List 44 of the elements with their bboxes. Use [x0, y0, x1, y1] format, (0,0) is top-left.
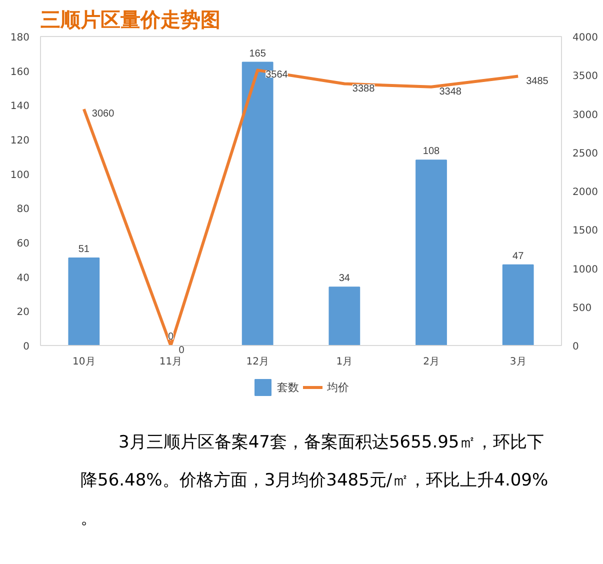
data-label: 3348 [439, 86, 462, 98]
y-tick-label: 120 [10, 136, 30, 146]
y2-tick-label: 2500 [572, 148, 598, 160]
y-tick-label: 80 [16, 204, 30, 216]
x-tick-label: 1月 [336, 356, 353, 368]
bar [502, 264, 534, 346]
y-tick-label: 100 [10, 170, 30, 181]
y-tick-label: 180 [10, 32, 30, 44]
data-label: 34 [338, 273, 350, 284]
data-label: 108 [422, 146, 440, 158]
y2-tick-label: 1500 [572, 226, 598, 237]
y-tick-label: 140 [10, 101, 30, 112]
data-label: 3485 [526, 76, 549, 87]
y-tick-label: 60 [16, 238, 30, 250]
data-label: 47 [512, 250, 524, 262]
y2-tick-label: 4000 [572, 32, 598, 44]
x-tick-label: 10月 [72, 356, 96, 368]
y2-tick-label: 2000 [572, 187, 598, 198]
data-label: 3388 [352, 83, 376, 94]
x-tick-label: 12月 [246, 356, 269, 368]
x-tick-label: 2月 [423, 356, 440, 368]
legend-label: 套数 [277, 380, 299, 394]
y-tick-label: 160 [10, 66, 30, 78]
x-tick-label: 11月 [159, 356, 182, 368]
y2-tick-label: 0 [572, 342, 579, 352]
data-label: 3060 [92, 108, 115, 120]
y2-tick-label: 500 [572, 302, 592, 314]
data-label: 3564 [266, 70, 288, 81]
y-tick-label: 0 [23, 342, 30, 352]
y2-tick-label: 3000 [572, 110, 598, 121]
y2-tick-label: 1000 [572, 264, 598, 276]
y2-tick-label: 3500 [572, 71, 598, 82]
bar [416, 160, 447, 346]
data-label: 0 [178, 345, 185, 356]
legend-label: 均价 [327, 380, 349, 394]
data-label: 165 [249, 48, 266, 60]
text: 3月三顺片区备案47套，备案面积达5655.95㎡，环比下降56.48%。价格方面，3月均价3485元/㎡，环比上升4.09%。 [80, 432, 548, 528]
y-tick-label: 40 [16, 272, 30, 284]
data-label: 51 [78, 244, 90, 255]
chart-title: 三顺片区量价走势图 [40, 8, 220, 32]
x-tick-label: 3月 [510, 356, 526, 368]
bar [328, 286, 360, 346]
y-tick-label: 20 [16, 307, 30, 318]
bar [68, 257, 100, 346]
